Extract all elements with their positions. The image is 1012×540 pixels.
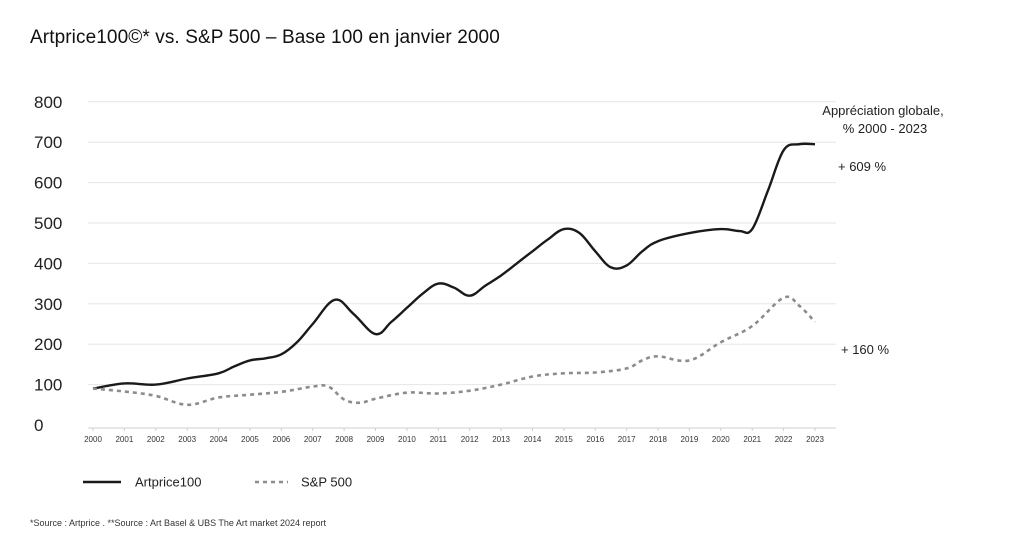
y-tick-label: 700: [34, 133, 62, 152]
y-tick-label: 0: [34, 416, 43, 435]
x-tick-label: 2020: [712, 435, 730, 444]
x-tick-label: 2008: [335, 435, 353, 444]
x-tick-label: 2009: [367, 435, 385, 444]
annotation-line-1: Appréciation globale,: [822, 103, 943, 118]
series-lines: [92, 142, 816, 407]
x-tick-label: 2014: [524, 435, 542, 444]
sp500-end-label: + 160 %: [841, 342, 890, 357]
source-note: *Source : Artprice . **Source : Art Base…: [30, 518, 326, 528]
x-tick-label: 2012: [461, 435, 479, 444]
sp500-line: [92, 295, 816, 407]
x-tick-label: 2010: [398, 435, 416, 444]
x-tick-label: 2023: [806, 435, 824, 444]
x-tick-label: 2022: [775, 435, 793, 444]
x-axis-ticks: 2000 2001 2002 2003 2004 2005 2006 2007 2008 2009…: [84, 428, 824, 444]
legend-item-sp500: S&P 500: [255, 475, 352, 490]
legend-item-artprice100: Artprice100: [83, 475, 201, 490]
y-tick-label: 400: [34, 254, 62, 273]
x-tick-label: 2000: [84, 435, 102, 444]
x-tick-label: 2017: [618, 435, 636, 444]
x-tick-label: 2004: [210, 435, 228, 444]
x-tick-label: 2002: [147, 435, 165, 444]
grid-lines: [88, 101, 836, 386]
x-tick-label: 2003: [178, 435, 196, 444]
chart-title: Artprice100©* vs. S&P 500 – Base 100 en …: [30, 27, 500, 48]
x-tick-label: 2019: [681, 435, 699, 444]
legend: Artprice100 S&P 500: [83, 475, 352, 490]
y-tick-label: 600: [34, 174, 62, 193]
x-tick-label: 2016: [586, 435, 604, 444]
legend-label-artprice100: Artprice100: [135, 475, 201, 490]
y-tick-label: 500: [34, 214, 62, 233]
y-tick-label: 800: [34, 93, 62, 112]
y-tick-label: 100: [34, 376, 62, 395]
x-tick-label: 2013: [492, 435, 510, 444]
y-tick-label: 300: [34, 295, 62, 314]
x-tick-label: 2015: [555, 435, 573, 444]
artprice-end-label: + 609 %: [838, 159, 887, 174]
x-tick-label: 2007: [304, 435, 322, 444]
x-tick-label: 2006: [272, 435, 290, 444]
y-tick-label: 200: [34, 335, 62, 354]
annotation-line-2: % 2000 - 2023: [843, 121, 928, 136]
x-tick-label: 2021: [743, 435, 761, 444]
y-axis-ticks: 0 100 200 300 400 500 600 700 800: [34, 93, 62, 435]
artprice100-line: [92, 142, 816, 390]
x-tick-label: 2018: [649, 435, 667, 444]
legend-label-sp500: S&P 500: [301, 475, 352, 490]
x-tick-label: 2011: [430, 435, 448, 444]
x-tick-label: 2001: [115, 435, 133, 444]
x-tick-label: 2005: [241, 435, 259, 444]
